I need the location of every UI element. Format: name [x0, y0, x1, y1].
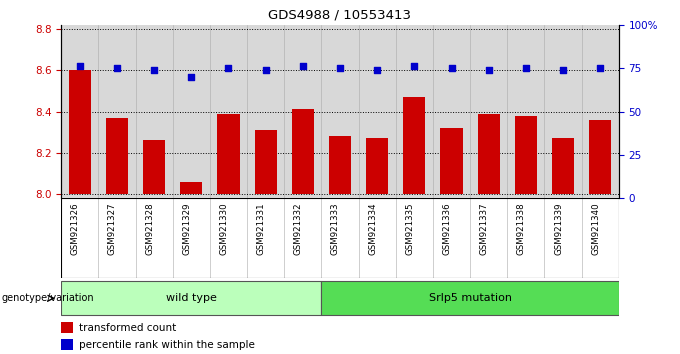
Text: transformed count: transformed count: [79, 323, 176, 333]
Text: GSM921337: GSM921337: [479, 202, 489, 255]
Text: GSM921340: GSM921340: [591, 202, 600, 255]
Bar: [329, 136, 351, 194]
Point: [335, 65, 345, 71]
Point: [520, 65, 531, 71]
Bar: [515, 116, 537, 194]
Point: [409, 64, 420, 69]
Text: GDS4988 / 10553413: GDS4988 / 10553413: [269, 9, 411, 22]
Point: [112, 65, 122, 71]
Point: [74, 64, 85, 69]
FancyBboxPatch shape: [61, 281, 322, 315]
Text: GSM921336: GSM921336: [443, 202, 452, 255]
Point: [595, 65, 606, 71]
Bar: [143, 141, 165, 194]
Bar: [552, 138, 574, 194]
Text: GSM921339: GSM921339: [554, 202, 563, 255]
Point: [223, 65, 234, 71]
Bar: [589, 120, 611, 194]
Bar: [254, 130, 277, 194]
Text: GSM921327: GSM921327: [108, 202, 117, 255]
Text: GSM921334: GSM921334: [368, 202, 377, 255]
Point: [558, 67, 568, 73]
Text: GSM921329: GSM921329: [182, 202, 191, 255]
Bar: [180, 182, 203, 194]
Point: [186, 74, 197, 80]
Point: [372, 67, 383, 73]
Bar: [69, 70, 91, 194]
Bar: [403, 97, 426, 194]
Text: GSM921331: GSM921331: [256, 202, 266, 255]
Text: GSM921332: GSM921332: [294, 202, 303, 255]
Bar: [61, 339, 73, 350]
FancyBboxPatch shape: [322, 281, 619, 315]
Text: Srlp5 mutation: Srlp5 mutation: [428, 293, 511, 303]
Text: GSM921326: GSM921326: [71, 202, 80, 255]
Text: percentile rank within the sample: percentile rank within the sample: [79, 340, 255, 350]
Text: GSM921335: GSM921335: [405, 202, 414, 255]
Text: GSM921328: GSM921328: [145, 202, 154, 255]
Text: GSM921338: GSM921338: [517, 202, 526, 255]
Point: [483, 67, 494, 73]
Point: [297, 64, 308, 69]
Text: wild type: wild type: [166, 293, 217, 303]
Bar: [292, 109, 314, 194]
Text: GSM921333: GSM921333: [331, 202, 340, 255]
Text: genotype/variation: genotype/variation: [1, 293, 94, 303]
Point: [149, 67, 160, 73]
Bar: [441, 128, 462, 194]
Point: [260, 67, 271, 73]
Bar: [106, 118, 128, 194]
Bar: [477, 114, 500, 194]
Point: [446, 65, 457, 71]
Bar: [366, 138, 388, 194]
Text: GSM921330: GSM921330: [220, 202, 228, 255]
Bar: [218, 114, 239, 194]
Bar: [61, 322, 73, 333]
